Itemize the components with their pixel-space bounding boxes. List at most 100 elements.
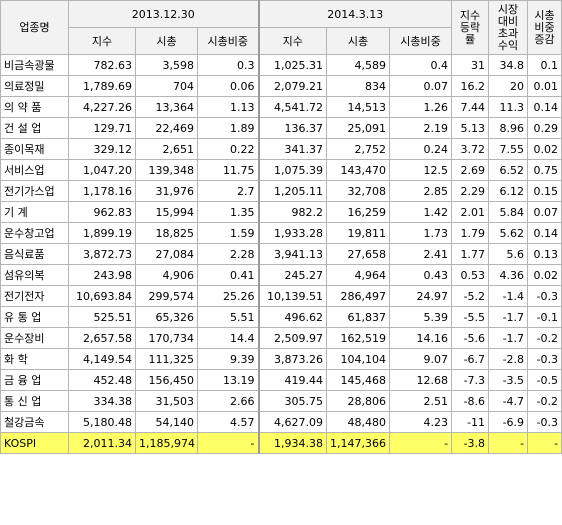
- table-row: 전기가스업 1,178.16 31,976 2.7 1,205.11 32,708 2.85…: [0, 180, 562, 202]
- sector-name-cell: 서비스업: [0, 159, 69, 181]
- mcap-2014-cell: 145,468: [326, 369, 391, 391]
- index-return-cell: 7.44: [451, 96, 490, 118]
- sector-name-cell: 종이목재: [0, 138, 69, 160]
- mcap-2014-cell: 286,497: [326, 285, 391, 307]
- index-2014-cell: 136.37: [257, 117, 328, 139]
- weight-change-cell: -0.3: [527, 285, 562, 307]
- table-row: 철강금속 5,180.48 54,140 4.57 4,627.09 48,480 4.23…: [0, 411, 562, 433]
- mcap-2013-cell: 15,994: [135, 201, 198, 223]
- excess-return-cell: 34.8: [488, 54, 529, 76]
- weight-2013-cell: 0.41: [196, 264, 260, 286]
- mcap-2013-cell: 170,734: [135, 327, 198, 349]
- index-return-cell: -8.6: [451, 390, 490, 412]
- weight-2014-cell: 2.85: [389, 180, 453, 202]
- table-row: 금 융 업 452.48 156,450 13.19 419.44 145,468 12.6…: [0, 369, 562, 391]
- weight-2013-cell: 2.66: [196, 390, 260, 412]
- weight-change-cell: 0.14: [527, 96, 562, 118]
- index-header-1: 지수: [68, 27, 136, 55]
- sector-name-cell: KOSPI: [0, 432, 69, 454]
- mcap-2014-cell: 25,091: [326, 117, 391, 139]
- header-line: 등락: [459, 20, 481, 34]
- mcap-2014-cell: 1,147,366: [326, 432, 391, 454]
- sector-name-cell: 비금속광물: [0, 54, 69, 76]
- sector-name-cell: 건 설 업: [0, 117, 69, 139]
- weight-header-2: 시총비중: [389, 27, 453, 55]
- weight-2013-cell: 1.59: [196, 222, 260, 244]
- table-row: 유 통 업 525.51 65,326 5.51 496.62 61,837 5.39 -5.…: [0, 306, 562, 328]
- sector-name-cell: 유 통 업: [0, 306, 69, 328]
- weight-2014-cell: 2.19: [389, 117, 453, 139]
- weight-2013-cell: -: [196, 432, 260, 454]
- weight-2014-cell: 12.68: [389, 369, 453, 391]
- sector-name-cell: 의 약 품: [0, 96, 69, 118]
- index-2014-cell: 1,025.31: [257, 54, 328, 76]
- mcap-2014-cell: 28,806: [326, 390, 391, 412]
- weight-2014-cell: 1.42: [389, 201, 453, 223]
- weight-2014-cell: -: [389, 432, 453, 454]
- index-return-cell: 5.13: [451, 117, 490, 139]
- mcap-2013-cell: 22,469: [135, 117, 198, 139]
- index-return-cell: -6.7: [451, 348, 490, 370]
- index-return-cell: -3.8: [451, 432, 490, 454]
- weight-2013-cell: 13.19: [196, 369, 260, 391]
- index-2013-cell: 1,047.20: [68, 159, 136, 181]
- mcap-2014-cell: 32,708: [326, 180, 391, 202]
- index-2013-cell: 243.98: [68, 264, 136, 286]
- weight-2013-cell: 4.57: [196, 411, 260, 433]
- weight-2013-cell: 1.89: [196, 117, 260, 139]
- excess-return-cell: 20: [488, 75, 529, 97]
- sector-name-cell: 화 학: [0, 348, 69, 370]
- excess-return-header: 시장 대비 초과 수익: [488, 0, 529, 55]
- mcap-2013-cell: 27,084: [135, 243, 198, 265]
- excess-return-cell: -1.7: [488, 327, 529, 349]
- index-2013-cell: 129.71: [68, 117, 136, 139]
- header-line: 증감: [534, 32, 555, 46]
- index-2014-cell: 4,541.72: [257, 96, 328, 118]
- index-return-cell: 2.29: [451, 180, 490, 202]
- index-return-cell: 2.01: [451, 201, 490, 223]
- index-2014-cell: 1,934.38: [257, 432, 328, 454]
- weight-2013-cell: 11.75: [196, 159, 260, 181]
- index-2014-cell: 1,205.11: [257, 180, 328, 202]
- index-2013-cell: 4,149.54: [68, 348, 136, 370]
- weight-change-cell: 0.07: [527, 201, 562, 223]
- sector-name-cell: 전기가스업: [0, 180, 69, 202]
- index-2014-cell: 341.37: [257, 138, 328, 160]
- mcap-2014-cell: 162,519: [326, 327, 391, 349]
- index-return-cell: -11: [451, 411, 490, 433]
- index-2014-cell: 2,079.21: [257, 75, 328, 97]
- weight-change-cell: 0.75: [527, 159, 562, 181]
- mcap-header-2: 시총: [326, 27, 391, 55]
- weight-change-cell: -0.2: [527, 390, 562, 412]
- excess-return-cell: 6.12: [488, 180, 529, 202]
- weight-change-cell: -0.3: [527, 348, 562, 370]
- index-2014-cell: 3,873.26: [257, 348, 328, 370]
- mcap-2013-cell: 1,185,974: [135, 432, 198, 454]
- index-2013-cell: 2,657.58: [68, 327, 136, 349]
- weight-change-cell: 0.13: [527, 243, 562, 265]
- index-2013-cell: 782.63: [68, 54, 136, 76]
- weight-2014-cell: 12.5: [389, 159, 453, 181]
- excess-return-cell: -3.5: [488, 369, 529, 391]
- index-return-cell: 2.69: [451, 159, 490, 181]
- table-row: 건 설 업 129.71 22,469 1.89 136.37 25,091 2.19 5.1…: [0, 117, 562, 139]
- weight-2013-cell: 14.4: [196, 327, 260, 349]
- weight-2014-cell: 1.73: [389, 222, 453, 244]
- weight-2013-cell: 9.39: [196, 348, 260, 370]
- index-2014-cell: 1,075.39: [257, 159, 328, 181]
- weight-2014-cell: 2.51: [389, 390, 453, 412]
- header-line: 초과: [497, 26, 519, 40]
- weight-change-header: 시총 비중 증감: [527, 0, 562, 55]
- header-line: 수익: [497, 38, 519, 52]
- sector-name-cell: 금 융 업: [0, 369, 69, 391]
- mcap-2014-cell: 61,837: [326, 306, 391, 328]
- index-2013-cell: 4,227.26: [68, 96, 136, 118]
- sector-performance-table: 업종명 2013.12.30 2014.3.13 지수 등락 률 시장 대비 초과 수익 …: [0, 0, 562, 454]
- weight-2013-cell: 5.51: [196, 306, 260, 328]
- weight-2014-cell: 4.23: [389, 411, 453, 433]
- weight-change-cell: 0.01: [527, 75, 562, 97]
- table-row: 통 신 업 334.38 31,503 2.66 305.75 28,806 2.51 -8.…: [0, 390, 562, 412]
- excess-return-cell: -: [488, 432, 529, 454]
- mcap-2014-cell: 143,470: [326, 159, 391, 181]
- weight-change-cell: 0.02: [527, 138, 562, 160]
